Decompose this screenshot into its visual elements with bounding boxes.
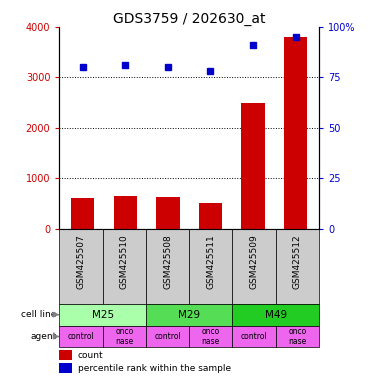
Bar — [189, 229, 233, 304]
Text: M25: M25 — [92, 310, 114, 319]
Bar — [233, 304, 319, 326]
Bar — [276, 326, 319, 348]
Bar — [59, 229, 103, 304]
Text: M29: M29 — [178, 310, 200, 319]
Bar — [59, 304, 146, 326]
Text: control: control — [154, 332, 181, 341]
Text: GSM425507: GSM425507 — [76, 235, 85, 290]
Bar — [114, 196, 137, 229]
Bar — [284, 37, 307, 229]
Bar — [146, 304, 233, 326]
Text: onco
nase: onco nase — [115, 327, 134, 346]
Text: percentile rank within the sample: percentile rank within the sample — [78, 364, 231, 373]
Bar — [71, 199, 95, 229]
Bar — [103, 229, 146, 304]
Bar — [199, 203, 222, 229]
Bar — [103, 326, 146, 348]
Text: control: control — [241, 332, 267, 341]
Text: GSM425508: GSM425508 — [163, 235, 172, 290]
Text: GSM425509: GSM425509 — [250, 235, 259, 290]
Bar — [233, 326, 276, 348]
Bar — [59, 363, 72, 373]
Text: GSM425511: GSM425511 — [206, 235, 215, 290]
Text: onco
nase: onco nase — [288, 327, 306, 346]
Bar — [146, 326, 189, 348]
Text: GSM425512: GSM425512 — [293, 235, 302, 289]
Text: control: control — [68, 332, 94, 341]
Text: agent: agent — [30, 332, 57, 341]
Bar — [242, 103, 265, 229]
Text: onco
nase: onco nase — [202, 327, 220, 346]
Text: M49: M49 — [265, 310, 287, 319]
Bar — [59, 326, 103, 348]
Text: cell line: cell line — [22, 310, 57, 319]
Bar — [156, 197, 180, 229]
Text: count: count — [78, 351, 103, 360]
Bar — [146, 229, 189, 304]
Bar — [233, 229, 276, 304]
Title: GDS3759 / 202630_at: GDS3759 / 202630_at — [113, 12, 266, 26]
Text: GSM425510: GSM425510 — [120, 235, 129, 290]
Bar — [276, 229, 319, 304]
Bar — [189, 326, 233, 348]
Bar — [59, 350, 72, 361]
